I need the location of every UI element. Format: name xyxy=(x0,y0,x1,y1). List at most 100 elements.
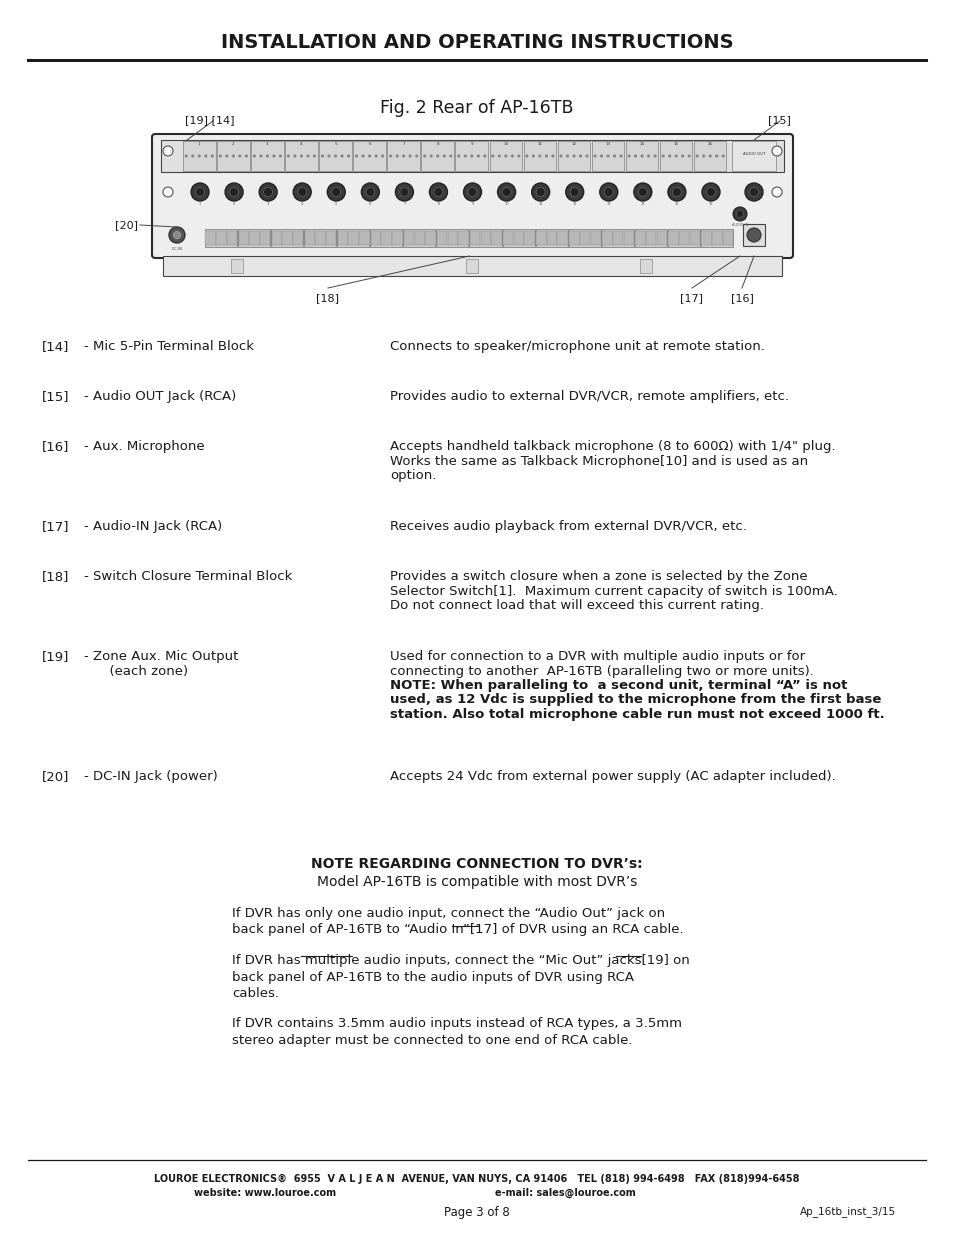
Bar xyxy=(645,231,656,245)
Bar xyxy=(659,141,692,170)
Text: 9: 9 xyxy=(471,203,473,206)
Circle shape xyxy=(627,156,629,157)
Text: [16]: [16] xyxy=(42,440,70,453)
Text: 2: 2 xyxy=(233,203,235,206)
Circle shape xyxy=(390,156,391,157)
Text: 4: 4 xyxy=(300,142,302,146)
Circle shape xyxy=(328,156,330,157)
Circle shape xyxy=(638,188,647,196)
Bar xyxy=(231,259,243,273)
Text: 14: 14 xyxy=(639,203,644,206)
Bar xyxy=(557,231,567,245)
Circle shape xyxy=(497,183,515,201)
Circle shape xyxy=(198,156,200,157)
Circle shape xyxy=(536,188,544,196)
Circle shape xyxy=(429,183,447,201)
Bar xyxy=(480,231,491,245)
Bar xyxy=(601,231,612,245)
Bar xyxy=(319,141,352,170)
Circle shape xyxy=(395,183,413,201)
Text: If DVR contains 3.5mm audio inputs instead of RCA types, a 3.5mm: If DVR contains 3.5mm audio inputs inste… xyxy=(232,1018,681,1030)
Circle shape xyxy=(450,156,451,157)
Circle shape xyxy=(634,156,636,157)
Circle shape xyxy=(476,156,478,157)
Circle shape xyxy=(701,183,720,201)
Circle shape xyxy=(771,146,781,156)
Circle shape xyxy=(517,156,519,157)
Circle shape xyxy=(687,156,689,157)
Circle shape xyxy=(191,183,209,201)
Circle shape xyxy=(173,231,180,238)
Text: Receives audio playback from external DVR/VCR, etc.: Receives audio playback from external DV… xyxy=(390,520,746,534)
Bar xyxy=(304,231,314,245)
Bar xyxy=(457,231,468,245)
Circle shape xyxy=(457,156,459,157)
Bar xyxy=(304,228,335,247)
Circle shape xyxy=(230,188,238,196)
Circle shape xyxy=(594,156,596,157)
Text: - Mic 5-Pin Terminal Block: - Mic 5-Pin Terminal Block xyxy=(84,340,253,353)
Text: Provides a switch closure when a zone is selected by the Zone: Provides a switch closure when a zone is… xyxy=(390,571,807,583)
Text: 1: 1 xyxy=(198,203,201,206)
Circle shape xyxy=(463,183,481,201)
Circle shape xyxy=(314,156,315,157)
Text: [19]: [19] xyxy=(42,650,70,663)
Circle shape xyxy=(399,188,409,196)
Text: Connects to speaker/microphone unit at remote station.: Connects to speaker/microphone unit at r… xyxy=(390,340,764,353)
Text: LOUROE ELECTRONICS®  6955  V A L J E A N  AVENUE, VAN NUYS, CA 91406   TEL (818): LOUROE ELECTRONICS® 6955 V A L J E A N A… xyxy=(154,1174,799,1184)
Bar xyxy=(251,141,283,170)
Bar xyxy=(523,141,556,170)
Text: Model AP-16TB is compatible with most DVR’s: Model AP-16TB is compatible with most DV… xyxy=(316,876,637,889)
Text: [15]: [15] xyxy=(767,115,790,125)
Circle shape xyxy=(492,156,494,157)
Circle shape xyxy=(321,156,323,157)
Text: [18]: [18] xyxy=(316,293,339,303)
Text: station. Also total microphone cable run must not exceed 1000 ft.: station. Also total microphone cable run… xyxy=(390,708,883,721)
Circle shape xyxy=(640,156,642,157)
Text: 10: 10 xyxy=(504,203,508,206)
Text: [20]: [20] xyxy=(115,220,138,230)
Text: - Audio OUT Jack (RCA): - Audio OUT Jack (RCA) xyxy=(84,390,236,403)
Bar xyxy=(667,228,700,247)
Bar xyxy=(205,231,215,245)
Bar xyxy=(326,231,336,245)
Circle shape xyxy=(205,156,207,157)
Bar xyxy=(625,141,658,170)
Circle shape xyxy=(327,183,345,201)
Circle shape xyxy=(633,183,651,201)
Text: - DC-IN Jack (power): - DC-IN Jack (power) xyxy=(84,769,217,783)
Bar xyxy=(216,231,226,245)
Circle shape xyxy=(347,156,349,157)
Circle shape xyxy=(402,156,404,157)
Circle shape xyxy=(603,188,613,196)
Circle shape xyxy=(732,207,746,221)
Circle shape xyxy=(468,188,476,196)
Circle shape xyxy=(654,156,656,157)
Circle shape xyxy=(260,156,261,157)
Text: 16: 16 xyxy=(708,203,713,206)
Circle shape xyxy=(579,156,580,157)
Text: used, as 12 Vdc is supplied to the microphone from the first base: used, as 12 Vdc is supplied to the micro… xyxy=(390,694,881,706)
Bar xyxy=(238,228,270,247)
Text: 7: 7 xyxy=(402,142,404,146)
Text: If DVR has multiple audio inputs, connect the “Mic Out” jacks[19] on: If DVR has multiple audio inputs, connec… xyxy=(232,953,689,967)
Text: Ap_16tb_inst_3/15: Ap_16tb_inst_3/15 xyxy=(800,1207,895,1216)
Bar xyxy=(163,256,781,275)
Text: 6: 6 xyxy=(369,203,371,206)
Text: NOTE: When paralleling to  a second unit, terminal “A” is not: NOTE: When paralleling to a second unit,… xyxy=(390,679,846,692)
Circle shape xyxy=(163,146,172,156)
Bar xyxy=(183,141,215,170)
Text: option.: option. xyxy=(390,469,436,482)
Text: back panel of AP-16TB to the audio inputs of DVR using RCA: back panel of AP-16TB to the audio input… xyxy=(232,971,634,983)
Bar xyxy=(668,231,678,245)
Circle shape xyxy=(600,156,601,157)
Circle shape xyxy=(219,156,221,157)
FancyBboxPatch shape xyxy=(152,135,792,258)
Bar xyxy=(742,224,764,246)
Bar xyxy=(489,141,521,170)
Circle shape xyxy=(715,156,717,157)
Text: [14]: [14] xyxy=(42,340,70,353)
Circle shape xyxy=(661,156,663,157)
Text: 3: 3 xyxy=(267,203,269,206)
Circle shape xyxy=(361,183,379,201)
